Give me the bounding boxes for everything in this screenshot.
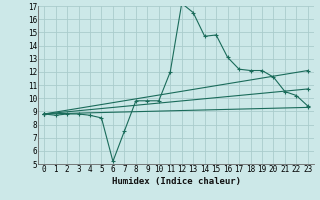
X-axis label: Humidex (Indice chaleur): Humidex (Indice chaleur) [111,177,241,186]
